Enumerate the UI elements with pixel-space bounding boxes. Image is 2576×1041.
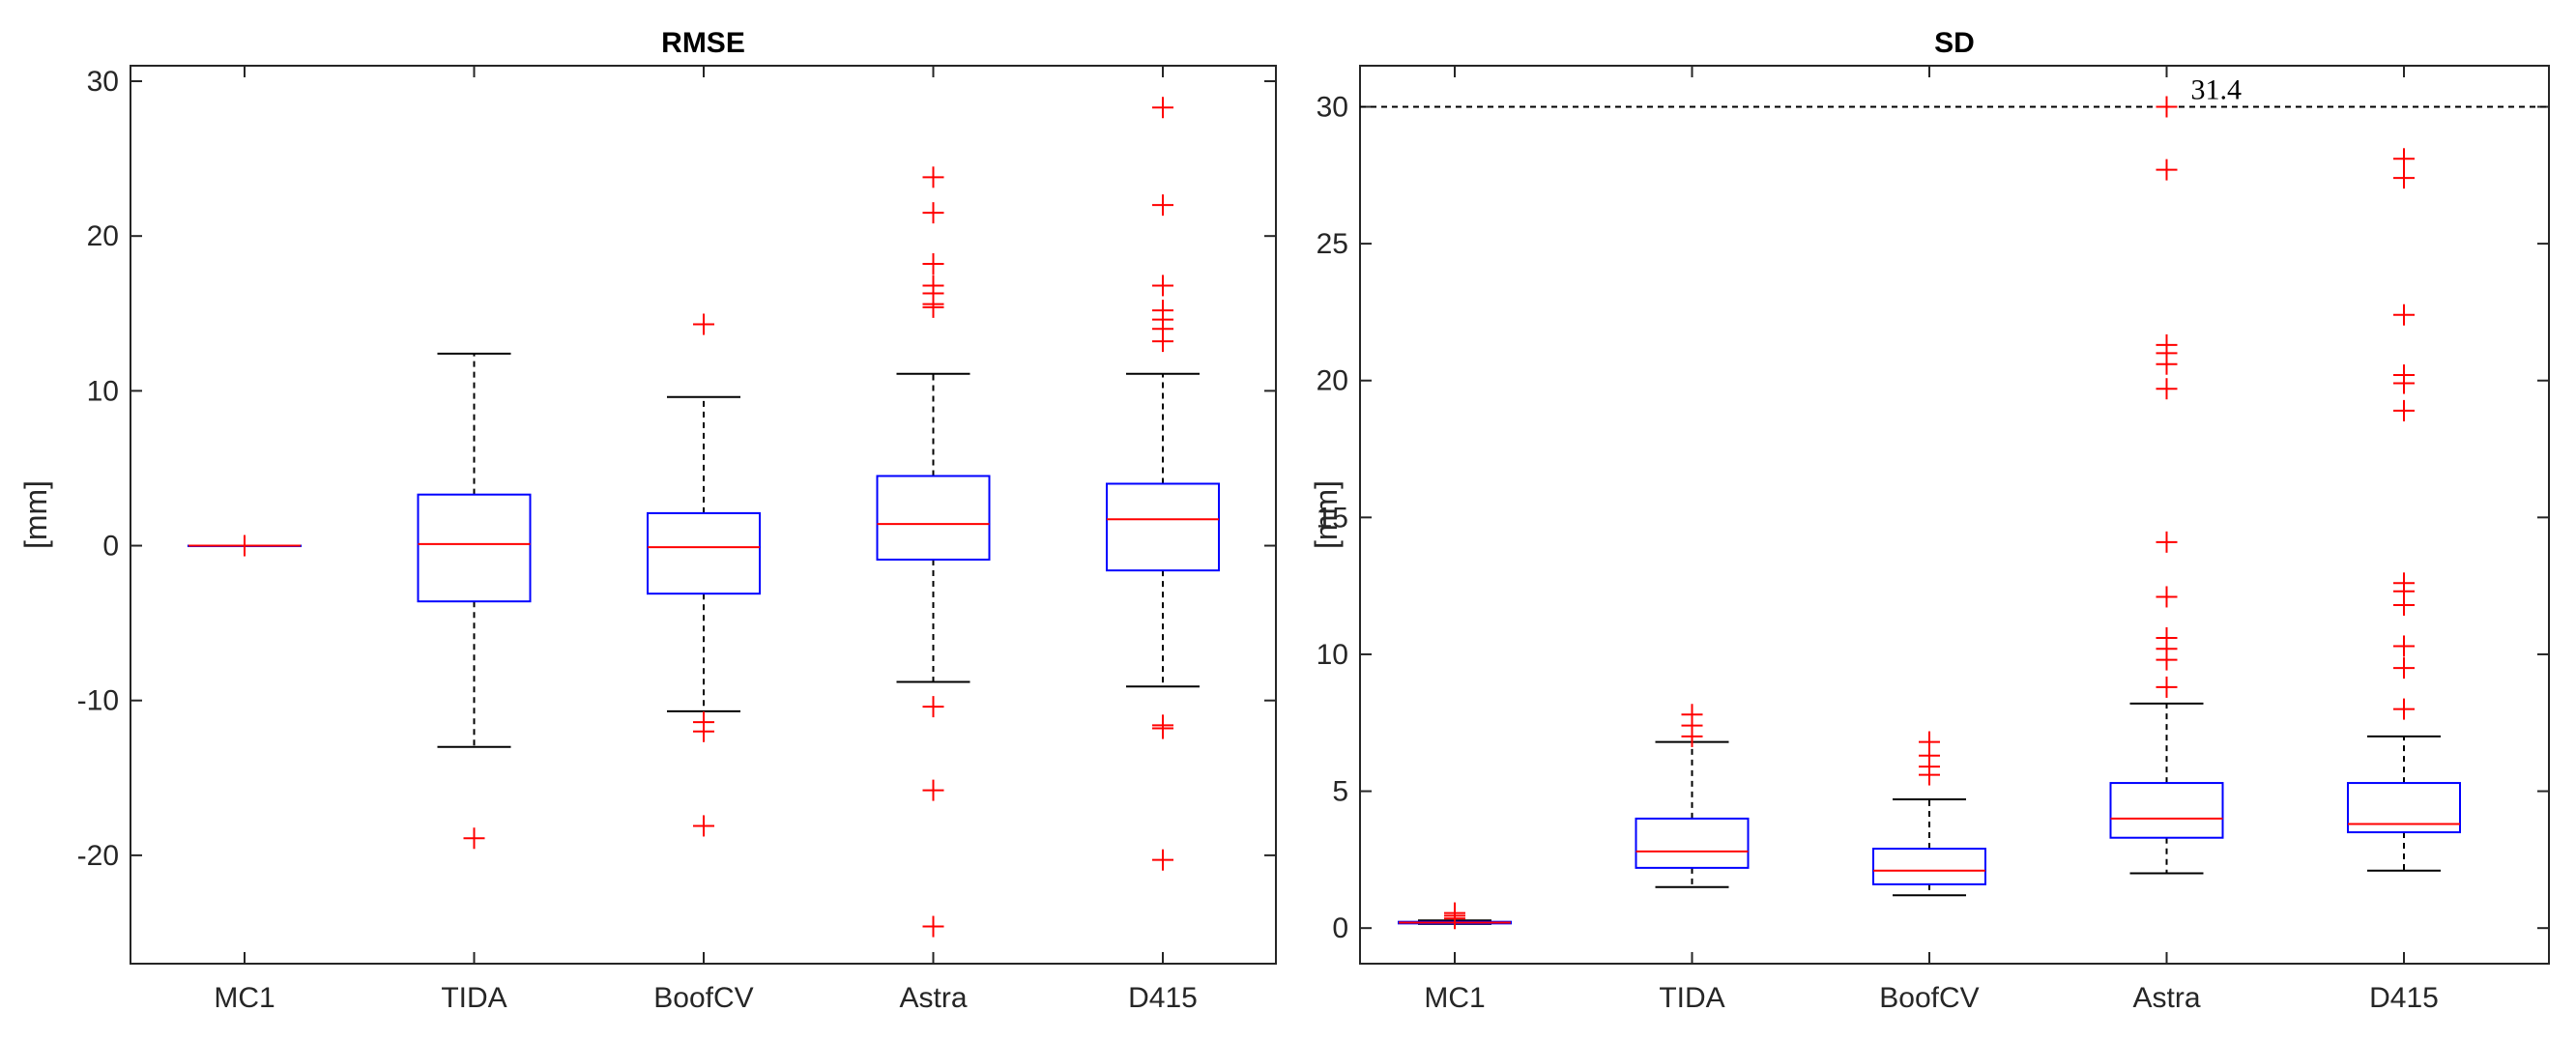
annotation-text: 31.4	[2191, 73, 2243, 105]
outlier-marker	[1444, 902, 1465, 924]
chart-title: SD	[1934, 27, 1975, 59]
outlier-marker	[922, 296, 944, 318]
y-tick-label: 15	[1317, 502, 1348, 534]
x-tick-label: TIDA	[1659, 982, 1724, 1014]
chart-title: RMSE	[661, 27, 745, 59]
y-tick-label: 10	[87, 375, 119, 407]
iqr-box	[417, 493, 532, 603]
outlier-marker	[2156, 96, 2178, 118]
box-mc1	[1398, 902, 1512, 930]
iqr-box	[1635, 817, 1750, 869]
outlier-marker	[922, 202, 944, 224]
outlier-marker	[922, 915, 944, 938]
outlier-marker	[2156, 676, 2178, 698]
y-tick-label: 30	[87, 66, 119, 98]
rmse-panel: RMSE [mm] -20 -10 0 10 20 30 MC1 TIDA BoofCV Astra D…	[18, 27, 1277, 1014]
outlier-marker	[922, 696, 944, 718]
box-d415	[1106, 97, 1220, 871]
iqr-box	[1872, 848, 1986, 885]
box-boofcv	[647, 313, 761, 837]
outlier-marker	[2393, 304, 2415, 326]
box-astra	[2109, 96, 2224, 875]
x-tick-label: TIDA	[441, 982, 507, 1014]
outlier-marker	[2156, 378, 2178, 400]
iqr-box	[1106, 482, 1220, 572]
iqr-box	[647, 511, 761, 595]
x-tick-label: BoofCV	[653, 982, 753, 1014]
box-mc1	[188, 535, 302, 557]
box-boofcv	[1872, 731, 1986, 897]
outlier-marker	[2393, 593, 2415, 616]
y-tick-label: 25	[1317, 228, 1348, 260]
outlier-marker	[463, 827, 485, 850]
outlier-marker	[1152, 194, 1173, 217]
iqr-box	[2347, 782, 2461, 834]
y-tick-label: 0	[102, 531, 119, 563]
outlier-marker	[2156, 586, 2178, 608]
iqr-box	[2109, 782, 2224, 839]
x-tick-label: D415	[2369, 982, 2439, 1014]
outlier-marker	[2393, 698, 2415, 720]
x-tick-label: BoofCV	[1879, 982, 1979, 1014]
outlier-marker	[922, 253, 944, 275]
outlier-marker	[2393, 399, 2415, 421]
outlier-marker	[2393, 148, 2415, 170]
sd-panel: SD [mm] 0 5 10 15 20 25 30 MC1 TIDA BoofCV Astra D415…	[1309, 27, 2550, 1014]
outlier-marker	[234, 535, 255, 557]
x-tick-label: Astra	[2132, 982, 2200, 1014]
box-tida	[1635, 704, 1750, 888]
y-tick-label: 20	[87, 220, 119, 252]
outlier-marker	[1919, 731, 1940, 753]
y-axis-label: [mm]	[1309, 480, 1344, 549]
outlier-marker	[1152, 275, 1173, 297]
outlier-marker	[922, 779, 944, 801]
outlier-marker	[2393, 167, 2415, 189]
outlier-marker	[1681, 704, 1703, 726]
box-d415	[2347, 148, 2461, 872]
box-astra	[876, 166, 991, 938]
outlier-marker	[2393, 635, 2415, 657]
y-tick-label: 30	[1317, 91, 1348, 123]
outlier-marker	[1152, 97, 1173, 119]
iqr-box	[876, 475, 991, 561]
y-tick-label: 10	[1317, 639, 1348, 671]
axes-frame	[1359, 65, 2550, 965]
outlier-marker	[693, 313, 714, 335]
y-tick-label: 20	[1317, 365, 1348, 397]
outlier-marker	[693, 815, 714, 837]
y-tick-label: 5	[1332, 776, 1348, 808]
outlier-marker	[2393, 372, 2415, 394]
outlier-marker	[2156, 649, 2178, 671]
y-tick-label: -10	[77, 685, 119, 717]
y-tick-label: 0	[1332, 912, 1348, 944]
outlier-marker	[2156, 353, 2178, 375]
outlier-marker	[2156, 531, 2178, 553]
x-tick-label: Astra	[899, 982, 967, 1014]
y-axis-label: [mm]	[18, 480, 53, 549]
x-tick-label: D415	[1128, 982, 1198, 1014]
outlier-marker	[693, 720, 714, 742]
x-tick-label: MC1	[214, 982, 275, 1014]
x-tick-label: MC1	[1424, 982, 1485, 1014]
outlier-marker	[1152, 331, 1173, 353]
y-tick-label: -20	[77, 840, 119, 872]
outlier-marker	[1152, 849, 1173, 871]
outlier-marker	[2393, 657, 2415, 680]
outlier-marker	[922, 166, 944, 188]
outlier-marker	[1152, 717, 1173, 739]
outlier-marker	[2156, 159, 2178, 181]
box-tida	[417, 352, 532, 850]
